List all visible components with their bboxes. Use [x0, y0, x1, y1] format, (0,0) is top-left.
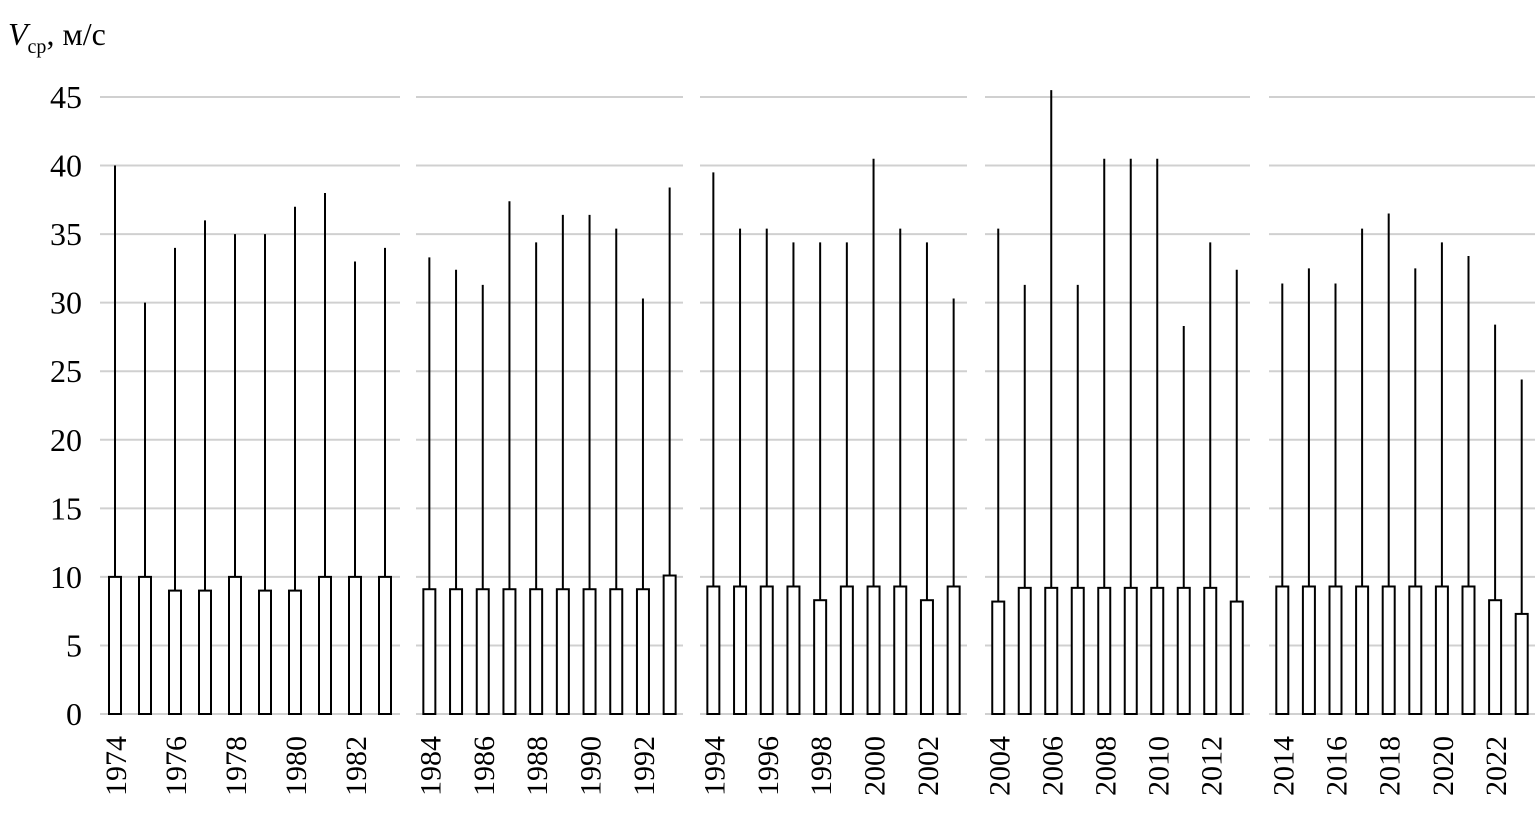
- y-tick-label: 15: [50, 490, 82, 526]
- bar: [1275, 585, 1290, 716]
- x-tick-label: 1986: [468, 736, 501, 796]
- x-tick-label: 2022: [1480, 736, 1513, 796]
- x-tick-label: 2018: [1374, 736, 1407, 796]
- bar: [1301, 585, 1316, 716]
- bar: [198, 589, 212, 715]
- y-tick-label: 40: [50, 148, 82, 184]
- bar: [318, 575, 332, 716]
- bar: [1097, 586, 1112, 716]
- y-tick-label: 20: [50, 422, 82, 458]
- y-tick-label: 10: [50, 559, 82, 595]
- y-tick-label: 0: [66, 696, 82, 732]
- bar: [529, 588, 544, 715]
- x-tick-label: 1998: [805, 736, 838, 796]
- x-tick-label: 1984: [414, 736, 447, 796]
- bar: [138, 575, 152, 716]
- y-tick-label: 5: [66, 627, 82, 663]
- bar: [449, 588, 464, 715]
- x-tick-label: 1988: [521, 736, 554, 796]
- bar: [555, 588, 570, 715]
- bar: [1123, 586, 1138, 716]
- y-axis-label: Vср, м/с: [8, 16, 106, 58]
- bar: [946, 585, 961, 716]
- x-tick-label: 1996: [752, 736, 785, 796]
- x-tick-label: 1974: [100, 736, 133, 796]
- x-tick-label: 2006: [1036, 736, 1069, 796]
- x-tick-label: 2012: [1195, 736, 1228, 796]
- bar: [1229, 600, 1244, 716]
- y-tick-label: 25: [50, 353, 82, 389]
- bar: [1461, 585, 1476, 716]
- bar: [1044, 586, 1059, 716]
- x-tick-label: 1982: [340, 736, 373, 796]
- x-tick-label: 1992: [628, 736, 661, 796]
- y-tick-label: 45: [50, 79, 82, 115]
- bar: [706, 585, 721, 716]
- bar: [919, 599, 934, 715]
- x-tick-label: 1980: [280, 736, 313, 796]
- x-tick-label: 1994: [698, 736, 731, 796]
- x-tick-label: 2002: [912, 736, 945, 796]
- bar: [1381, 585, 1396, 716]
- bar: [635, 588, 650, 715]
- bar: [582, 588, 597, 715]
- bar: [1176, 586, 1191, 716]
- y-tick-label: 35: [50, 216, 82, 252]
- bar: [786, 585, 801, 716]
- bar: [813, 599, 828, 715]
- bar: [662, 574, 677, 715]
- bar: [839, 585, 854, 716]
- x-tick-label: 2008: [1089, 736, 1122, 796]
- bar: [893, 585, 908, 716]
- x-tick-label: 2000: [859, 736, 892, 796]
- x-tick-label: 1978: [220, 736, 253, 796]
- x-tick-label: 2016: [1321, 736, 1354, 796]
- bar: [733, 585, 748, 716]
- x-tick-label: 2010: [1142, 736, 1175, 796]
- bar: [1434, 585, 1449, 716]
- x-tick-label: 2020: [1427, 736, 1460, 796]
- bar: [288, 589, 302, 715]
- bar: [1070, 586, 1085, 716]
- x-tick-label: 1990: [575, 736, 608, 796]
- bar: [422, 588, 437, 715]
- bar: [378, 575, 392, 716]
- bar: [258, 589, 272, 715]
- bar: [759, 585, 774, 716]
- bar: [168, 589, 182, 715]
- bar: [1203, 586, 1218, 716]
- bar: [1328, 585, 1343, 716]
- bar: [348, 575, 362, 716]
- x-tick-label: 2004: [983, 736, 1016, 796]
- bar: [1355, 585, 1370, 716]
- y-tick-label: 30: [50, 285, 82, 321]
- bar: [475, 588, 490, 715]
- bar: [1150, 586, 1165, 716]
- bar: [1017, 586, 1032, 716]
- bar: [228, 575, 242, 716]
- x-tick-label: 2014: [1267, 736, 1300, 796]
- bar: [1514, 612, 1529, 715]
- bar: [108, 575, 122, 716]
- bar: [1488, 599, 1503, 715]
- bar: [609, 588, 624, 715]
- bar: [1408, 585, 1423, 716]
- bar: [502, 588, 517, 715]
- bar: [991, 600, 1006, 716]
- x-tick-label: 1976: [160, 736, 193, 796]
- bar: [866, 585, 881, 716]
